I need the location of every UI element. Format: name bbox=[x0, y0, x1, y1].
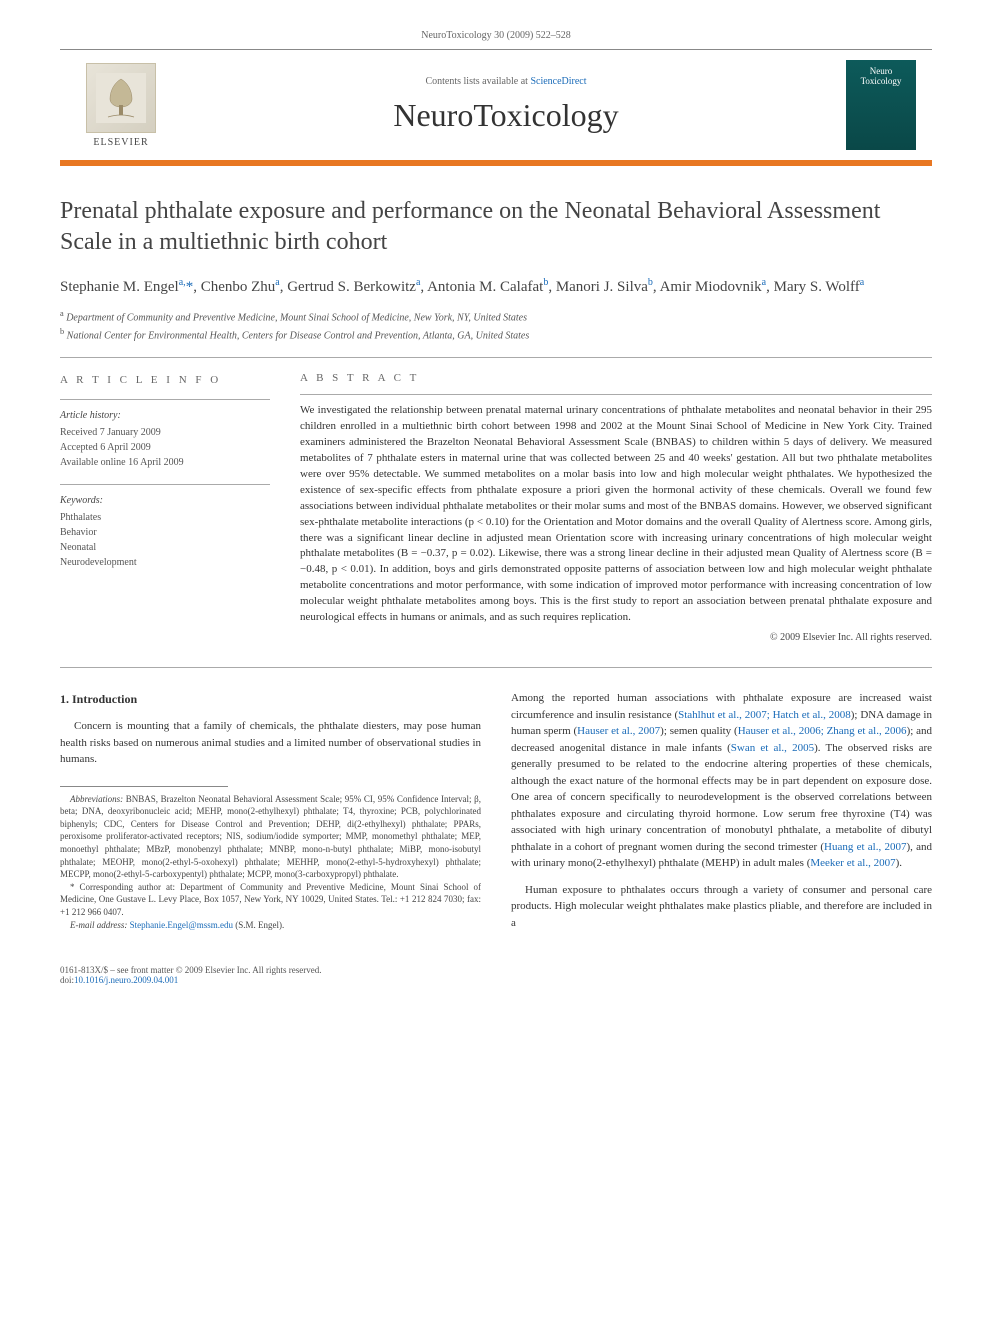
affiliations: a Department of Community and Preventive… bbox=[60, 308, 932, 343]
intro-p1: Concern is mounting that a family of che… bbox=[60, 718, 481, 768]
doi-link[interactable]: 10.1016/j.neuro.2009.04.001 bbox=[74, 975, 178, 985]
footer-doi-line: doi:10.1016/j.neuro.2009.04.001 bbox=[60, 975, 322, 985]
abstract-heading: A B S T R A C T bbox=[300, 372, 932, 384]
history-accepted: Accepted 6 April 2009 bbox=[60, 440, 270, 455]
affiliation-a: a Department of Community and Preventive… bbox=[60, 308, 932, 325]
ref-hauser07[interactable]: Hauser et al., 2007 bbox=[577, 725, 660, 737]
elsevier-tree-icon bbox=[96, 73, 146, 123]
contents-prefix: Contents lists available at bbox=[425, 76, 530, 87]
author-list: Stephanie M. Engela,*, Chenbo Zhua, Gert… bbox=[60, 276, 932, 298]
footnote-abbrev: Abbreviations: BNBAS, Brazelton Neonatal… bbox=[60, 793, 481, 881]
orange-rule bbox=[60, 160, 932, 166]
body-col-left: 1. Introduction Concern is mounting that… bbox=[60, 690, 481, 941]
footnote-corr: * Corresponding author at: Department of… bbox=[60, 881, 481, 919]
info-rule-2 bbox=[60, 484, 270, 485]
page-root: NeuroToxicology 30 (2009) 522–528 ELSEVI… bbox=[0, 0, 992, 1025]
email-tail: (S.M. Engel). bbox=[233, 920, 284, 930]
right-p1: Among the reported human associations wi… bbox=[511, 690, 932, 872]
affiliation-b: b National Center for Environmental Heal… bbox=[60, 326, 932, 343]
contents-line: Contents lists available at ScienceDirec… bbox=[166, 76, 846, 87]
abstract-text: We investigated the relationship between… bbox=[300, 403, 932, 626]
ref-meeker[interactable]: Meeker et al., 2007 bbox=[810, 857, 895, 869]
abstract-col: A B S T R A C T We investigated the rela… bbox=[300, 372, 932, 643]
ref-swan[interactable]: Swan et al., 2005 bbox=[731, 742, 814, 754]
ref-hauser06[interactable]: Hauser et al., 2006; Zhang et al., 2006 bbox=[738, 725, 907, 737]
article-info-heading: A R T I C L E I N F O bbox=[60, 372, 270, 389]
footer-left: 0161-813X/$ – see front matter © 2009 El… bbox=[60, 965, 322, 985]
history-head: Article history: bbox=[60, 408, 270, 423]
journal-cover-thumb: Neuro Toxicology bbox=[846, 60, 916, 150]
journal-title: NeuroToxicology bbox=[166, 97, 846, 134]
sciencedirect-link[interactable]: ScienceDirect bbox=[530, 76, 586, 87]
publisher-name: ELSEVIER bbox=[93, 137, 148, 148]
footnote-rule bbox=[60, 786, 228, 787]
thin-rule-2 bbox=[60, 667, 932, 668]
body-col-right: Among the reported human associations wi… bbox=[511, 690, 932, 941]
journal-center: Contents lists available at ScienceDirec… bbox=[166, 76, 846, 134]
kw-2: Neonatal bbox=[60, 540, 270, 555]
abbrev-label: Abbreviations: bbox=[70, 794, 123, 804]
body-columns: 1. Introduction Concern is mounting that… bbox=[60, 690, 932, 941]
abbrev-text: BNBAS, Brazelton Neonatal Behavioral Ass… bbox=[60, 794, 481, 880]
intro-heading: 1. Introduction bbox=[60, 690, 481, 708]
article-title: Prenatal phthalate exposure and performa… bbox=[60, 196, 932, 258]
history-received: Received 7 January 2009 bbox=[60, 425, 270, 440]
corr-label: * Corresponding author at: bbox=[70, 882, 175, 892]
running-head: NeuroToxicology 30 (2009) 522–528 bbox=[60, 30, 932, 41]
history-online: Available online 16 April 2009 bbox=[60, 455, 270, 470]
footer-copyright: 0161-813X/$ – see front matter © 2009 El… bbox=[60, 965, 322, 975]
abstract-rule bbox=[300, 394, 932, 395]
kw-0: Phthalates bbox=[60, 510, 270, 525]
email-label: E-mail address: bbox=[70, 920, 127, 930]
keywords-block: Keywords: Phthalates Behavior Neonatal N… bbox=[60, 493, 270, 570]
keywords-head: Keywords: bbox=[60, 493, 270, 508]
footnote-email: E-mail address: Stephanie.Engel@mssm.edu… bbox=[60, 919, 481, 932]
article-info-col: A R T I C L E I N F O Article history: R… bbox=[60, 372, 270, 643]
page-footer: 0161-813X/$ – see front matter © 2009 El… bbox=[60, 965, 932, 985]
right-p2: Human exposure to phthalates occurs thro… bbox=[511, 882, 932, 932]
cover-line1: Neuro bbox=[870, 66, 893, 76]
info-rule-1 bbox=[60, 399, 270, 400]
kw-3: Neurodevelopment bbox=[60, 555, 270, 570]
publisher-block: ELSEVIER bbox=[76, 63, 166, 148]
email-link[interactable]: Stephanie.Engel@mssm.edu bbox=[130, 920, 233, 930]
thin-rule-1 bbox=[60, 357, 932, 358]
ref-huang[interactable]: Huang et al., 2007 bbox=[824, 841, 906, 853]
elsevier-logo bbox=[86, 63, 156, 133]
cover-line2: Toxicology bbox=[861, 76, 902, 86]
kw-1: Behavior bbox=[60, 525, 270, 540]
info-abstract-row: A R T I C L E I N F O Article history: R… bbox=[60, 372, 932, 643]
ref-stahlhut[interactable]: Stahlhut et al., 2007; Hatch et al., 200… bbox=[678, 709, 851, 721]
abstract-copyright: © 2009 Elsevier Inc. All rights reserved… bbox=[300, 632, 932, 643]
journal-bar: ELSEVIER Contents lists available at Sci… bbox=[60, 50, 932, 160]
history-block: Article history: Received 7 January 2009… bbox=[60, 408, 270, 470]
